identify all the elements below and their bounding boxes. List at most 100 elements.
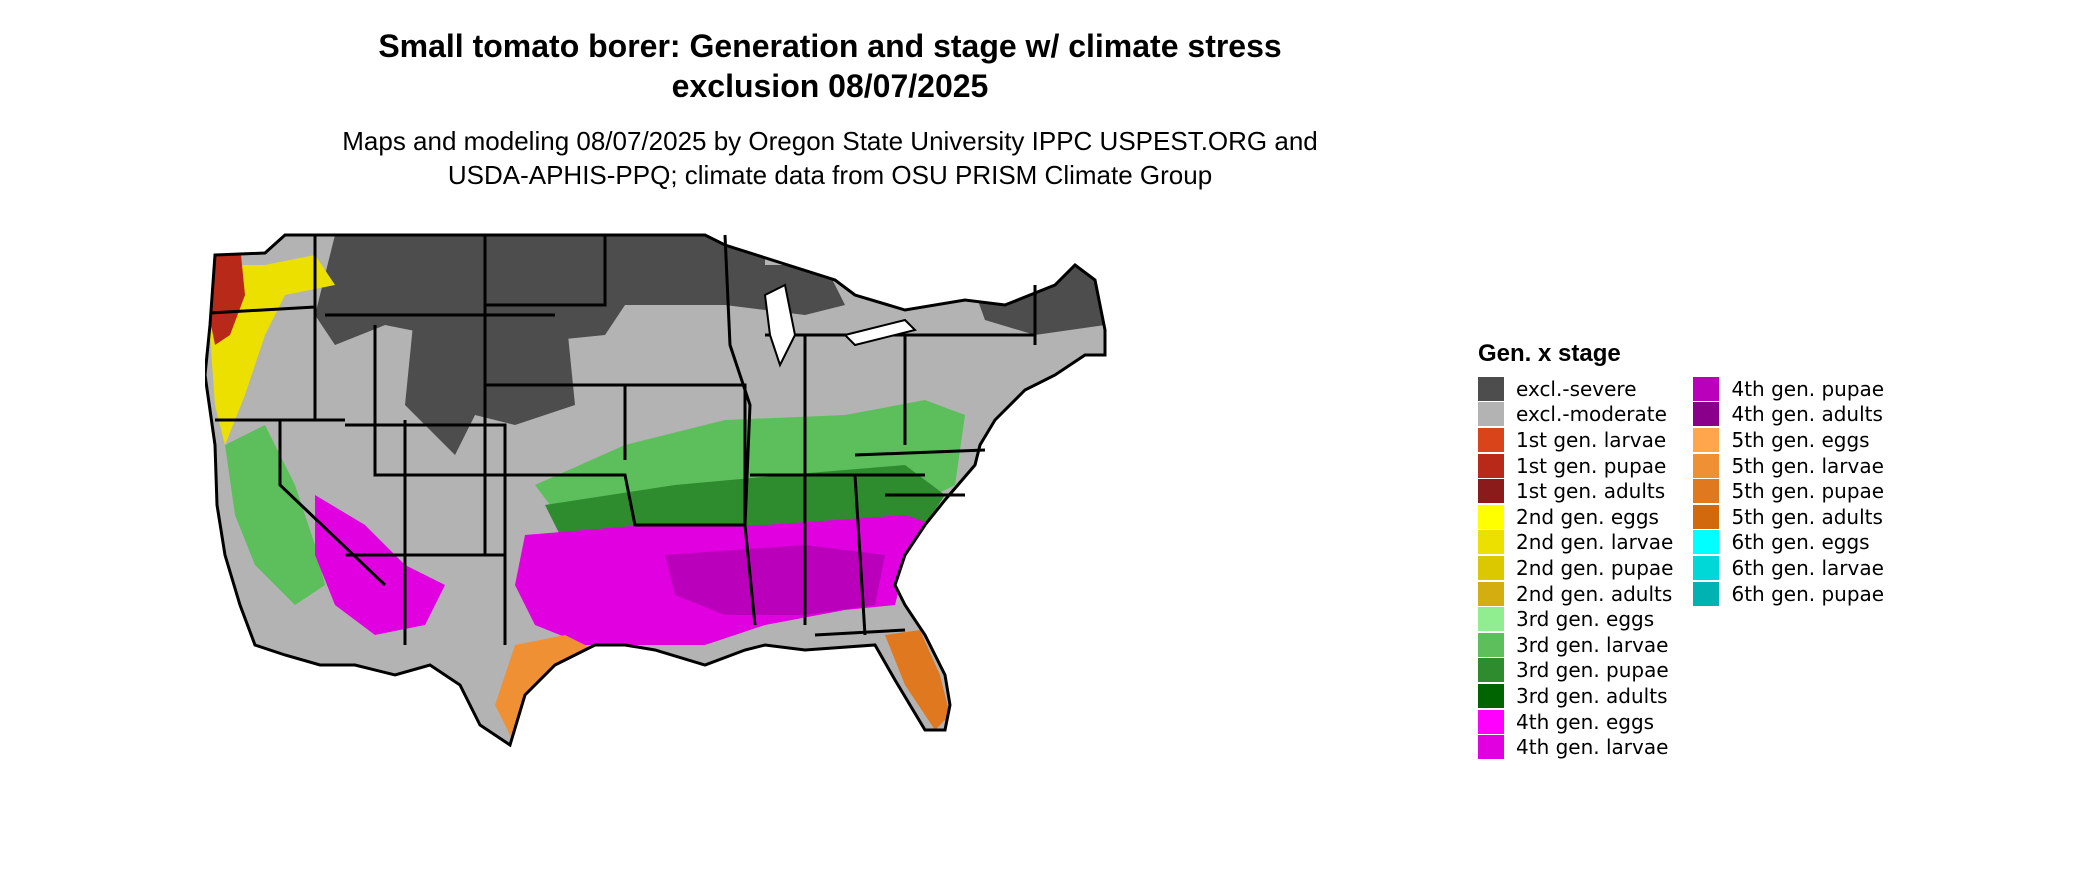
legend-swatch	[1478, 376, 1504, 401]
legend-label: 3rd gen. larvae	[1516, 632, 1669, 657]
legend-item: 5th gen. larvae	[1693, 453, 1884, 479]
legend-item: 2nd gen. eggs	[1478, 504, 1673, 530]
legend-item: 3rd gen. eggs	[1478, 606, 1673, 632]
state-line-va-nc	[854, 448, 986, 457]
legend-swatch	[1478, 607, 1504, 632]
map-fill	[205, 235, 1105, 745]
legend-label: 1st gen. larvae	[1516, 427, 1667, 452]
legend-item: 6th gen. pupae	[1693, 581, 1884, 607]
state-line-wa-or	[209, 305, 316, 315]
legend-label: 1st gen. pupae	[1516, 453, 1667, 478]
legend-label: 3rd gen. pupae	[1516, 658, 1669, 683]
zone-5th-gen-florida	[885, 630, 950, 730]
legend-swatch	[1693, 555, 1720, 580]
legend-swatch	[1478, 530, 1504, 555]
lake-michigan	[763, 283, 797, 368]
legend-column-2: 4th gen. pupae 4th gen. adults 5th gen. eg…	[1693, 376, 1884, 760]
legend-swatch	[1478, 709, 1504, 734]
legend-swatch	[1693, 453, 1720, 478]
legend-swatch	[1478, 735, 1504, 760]
zone-excl-severe-rockies	[405, 305, 575, 455]
legend-item: 5th gen. pupae	[1693, 478, 1884, 504]
legend-columns: excl.-severe excl.-moderate 1st gen. larva…	[1478, 376, 1884, 760]
map-subtitle: Maps and modeling 08/07/2025 by Oregon S…	[230, 124, 1430, 192]
state-line-dakotas	[485, 235, 607, 307]
map-subtitle-line-2: USDA-APHIS-PPQ; climate data from OSU PR…	[447, 160, 1213, 190]
legend-swatch	[1478, 581, 1504, 606]
legend-item: 3rd gen. larvae	[1478, 632, 1673, 658]
legend-item: 3rd gen. pupae	[1478, 658, 1673, 684]
legend-label: 6th gen. eggs	[1731, 530, 1870, 555]
state-line-ok-tx	[515, 473, 745, 527]
great-lakes	[763, 283, 917, 368]
legend-swatch	[1478, 402, 1504, 427]
map-subtitle-line-1: Maps and modeling 08/07/2025 by Oregon S…	[342, 126, 1318, 156]
legend-swatch	[1693, 427, 1720, 452]
legend-swatch	[1693, 402, 1720, 427]
legend-item: excl.-severe	[1478, 376, 1673, 402]
legend-swatch	[1478, 479, 1504, 504]
legend-label: 4th gen. pupae	[1731, 376, 1885, 401]
state-line-co	[373, 325, 515, 477]
legend-item: 4th gen. eggs	[1478, 709, 1673, 735]
zone-4th-gen-southwest	[315, 495, 445, 635]
legend-label: 1st gen. adults	[1516, 479, 1666, 504]
legend-label: 4th gen. eggs	[1516, 709, 1655, 734]
legend-label: 5th gen. adults	[1731, 504, 1883, 529]
legend-item: 6th gen. larvae	[1693, 555, 1884, 581]
legend-swatch	[1478, 683, 1504, 708]
legend-item: 2nd gen. adults	[1478, 581, 1673, 607]
legend-item: 4th gen. adults	[1693, 402, 1884, 428]
legend-label: 5th gen. pupae	[1731, 479, 1885, 504]
legend-swatch	[1478, 504, 1504, 529]
legend-item: 2nd gen. pupae	[1478, 555, 1673, 581]
legend-item: 3rd gen. adults	[1478, 683, 1673, 709]
zone-3rd-gen-california	[225, 425, 325, 605]
state-line-mississippi	[723, 234, 757, 626]
legend-label: excl.-severe	[1516, 376, 1637, 401]
state-line-ga-fl	[814, 628, 906, 637]
legend-label: 6th gen. pupae	[1731, 581, 1885, 606]
state-line-ut-az	[345, 423, 507, 557]
legend-item: 2nd gen. larvae	[1478, 530, 1673, 556]
legend-label: 4th gen. adults	[1731, 402, 1883, 427]
map-legend: Gen. x stage excl.-severe excl.-moderate 1…	[1478, 340, 1884, 760]
legend-label: 5th gen. larvae	[1731, 453, 1884, 478]
legend-label: 3rd gen. eggs	[1516, 607, 1655, 632]
map-title-line-2: exclusion 08/07/2025	[671, 68, 989, 104]
state-line-ca-nv	[278, 420, 387, 587]
legend-item: 1st gen. adults	[1478, 478, 1673, 504]
legend-title: Gen. x stage	[1478, 340, 1621, 367]
legend-label: 4th gen. larvae	[1516, 735, 1669, 760]
legend-label: 5th gen. eggs	[1731, 427, 1870, 452]
map-title-line-1: Small tomato borer: Generation and stage…	[378, 28, 1282, 64]
legend-swatch	[1693, 530, 1720, 555]
legend-swatch	[1478, 453, 1504, 478]
legend-label: excl.-moderate	[1516, 402, 1667, 427]
legend-swatch	[1478, 632, 1504, 657]
legend-item: 4th gen. larvae	[1478, 734, 1673, 760]
map-title: Small tomato borer: Generation and stage…	[230, 26, 1430, 106]
legend-swatch	[1478, 555, 1504, 580]
legend-item: 1st gen. larvae	[1478, 427, 1673, 453]
legend-item: 5th gen. eggs	[1693, 427, 1884, 453]
lake-erie	[843, 318, 917, 347]
legend-label: 3rd gen. adults	[1516, 683, 1668, 708]
state-boundaries	[205, 233, 1107, 748]
legend-label: 6th gen. larvae	[1731, 555, 1884, 580]
legend-label: 2nd gen. adults	[1516, 581, 1673, 606]
legend-label: 2nd gen. larvae	[1516, 530, 1674, 555]
zone-4th-gen-adults	[665, 545, 885, 615]
legend-swatch	[1693, 504, 1720, 529]
state-line-al-ga	[853, 474, 867, 636]
legend-swatch	[1478, 658, 1504, 683]
legend-item: 5th gen. adults	[1693, 504, 1884, 530]
legend-swatch	[1693, 479, 1720, 504]
legend-swatch	[1478, 427, 1504, 452]
legend-item: 4th gen. pupae	[1693, 376, 1884, 402]
state-line-mo-ar	[625, 383, 747, 525]
legend-item: 1st gen. pupae	[1478, 453, 1673, 479]
legend-swatch	[1693, 581, 1720, 606]
zone-excl-severe-greatlakes	[685, 265, 845, 315]
